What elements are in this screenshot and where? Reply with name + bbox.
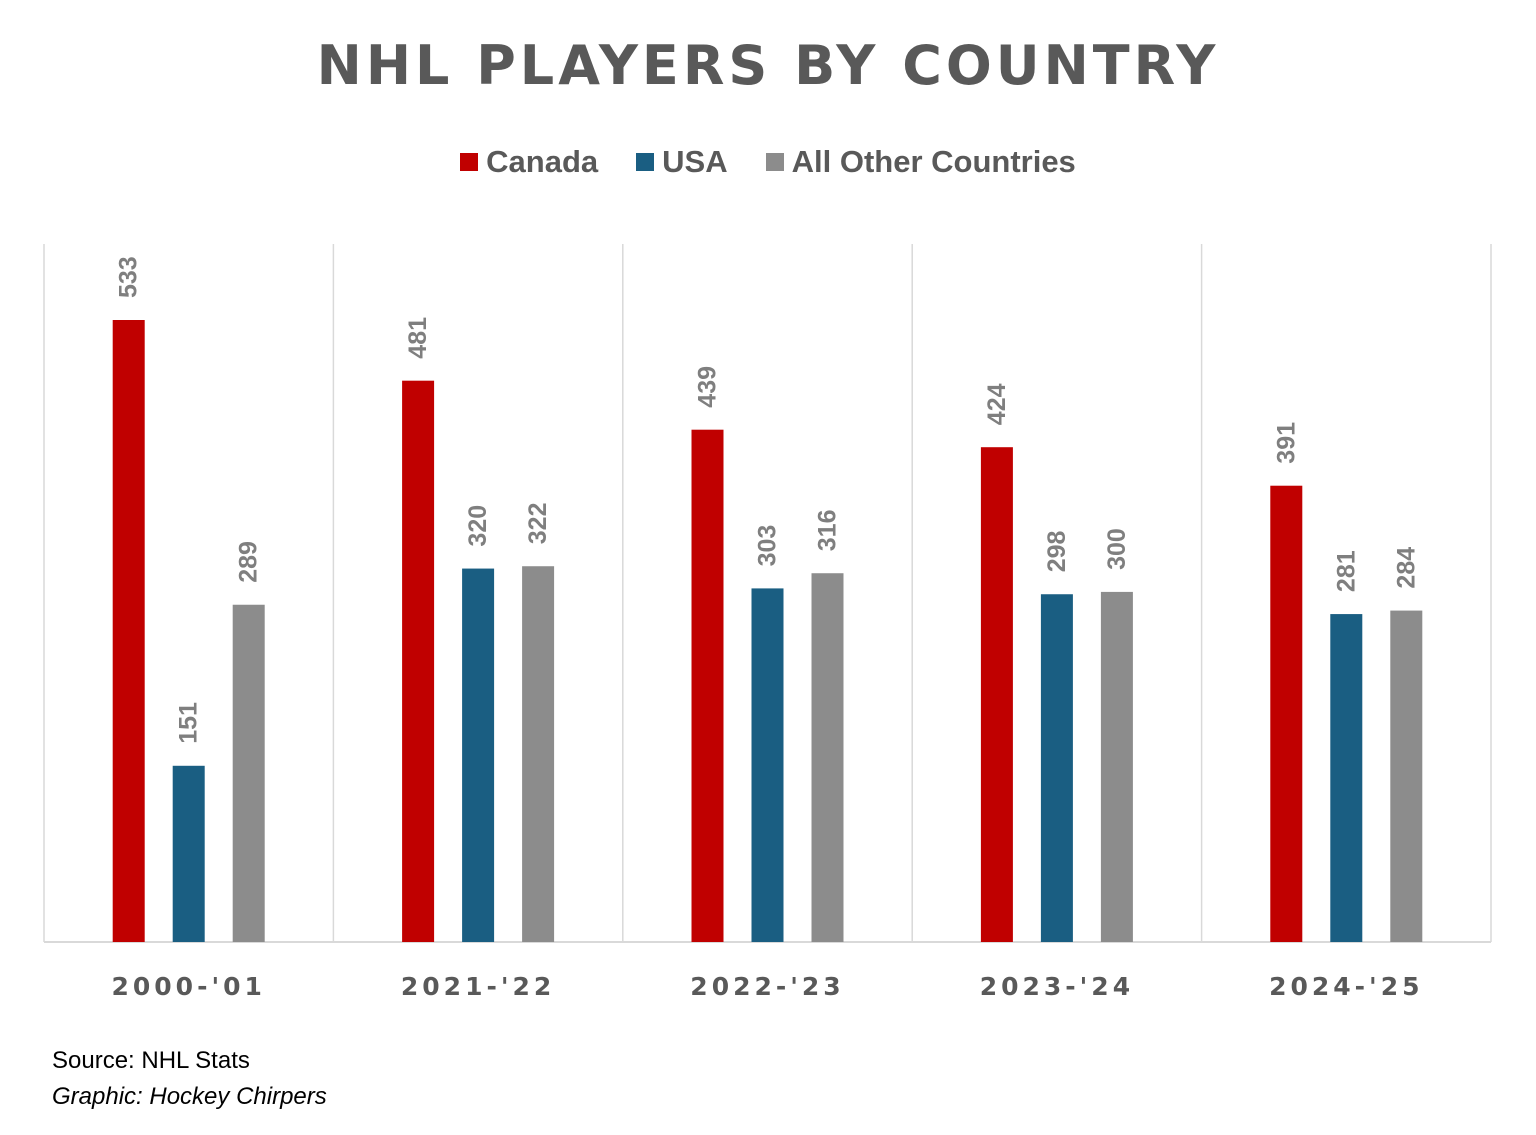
legend: Canada USA All Other Countries [0, 144, 1536, 180]
legend-label: USA [662, 144, 728, 179]
category-label: 2023-'24 [980, 972, 1134, 1001]
category-label: 2022-'23 [690, 972, 844, 1001]
bar-all-other-countries [1100, 591, 1133, 942]
legend-item: USA [636, 144, 728, 180]
legend-swatch [636, 153, 655, 171]
bar-all-other-countries [1390, 610, 1423, 942]
bar-usa [1040, 594, 1073, 942]
bar-canada [691, 429, 724, 942]
data-label: 391 [1272, 422, 1300, 464]
category-label: 2000-'01 [111, 972, 265, 1001]
category-label: 2021-'22 [401, 972, 555, 1001]
chart-title: NHL PLAYERS BY COUNTRY [316, 34, 1220, 97]
bar-all-other-countries [522, 566, 555, 942]
legend-swatch [460, 153, 479, 171]
bar-chart: 533 151 289 2000-'01 481 320 322 2021-'22 439 303… [43, 244, 1492, 1001]
data-label: 298 [1043, 530, 1071, 572]
bar-all-other-countries [811, 573, 844, 942]
graphic-credit: Graphic: Hockey Chirpers [52, 1083, 327, 1110]
data-label: 151 [175, 702, 203, 744]
data-label: 322 [524, 503, 552, 545]
data-label: 284 [1392, 547, 1420, 589]
bar-usa [462, 568, 495, 942]
bar-usa [1330, 614, 1363, 942]
bar-usa [751, 588, 784, 942]
bar-canada [1270, 485, 1303, 942]
legend-item: Canada [460, 144, 598, 180]
data-label: 300 [1103, 528, 1131, 570]
data-label: 439 [694, 366, 722, 408]
data-label: 303 [754, 525, 782, 567]
data-label: 316 [814, 510, 842, 552]
bar-canada [980, 447, 1013, 942]
bar-canada [402, 380, 435, 942]
category-label: 2024-'25 [1269, 972, 1423, 1001]
data-label: 320 [464, 505, 492, 547]
data-label: 481 [404, 317, 432, 359]
data-label: 424 [983, 383, 1011, 425]
legend-label: Canada [486, 144, 599, 179]
legend-item: All Other Countries [765, 144, 1076, 180]
bar-all-other-countries [232, 604, 265, 942]
bar-canada [112, 320, 145, 942]
legend-label: All Other Countries [791, 144, 1076, 179]
legend-swatch [765, 153, 784, 171]
data-label: 533 [115, 256, 143, 298]
data-label: 289 [235, 541, 263, 583]
data-label: 281 [1332, 550, 1360, 592]
bar-usa [172, 765, 205, 942]
source-note: Source: NHL Stats [52, 1047, 250, 1074]
